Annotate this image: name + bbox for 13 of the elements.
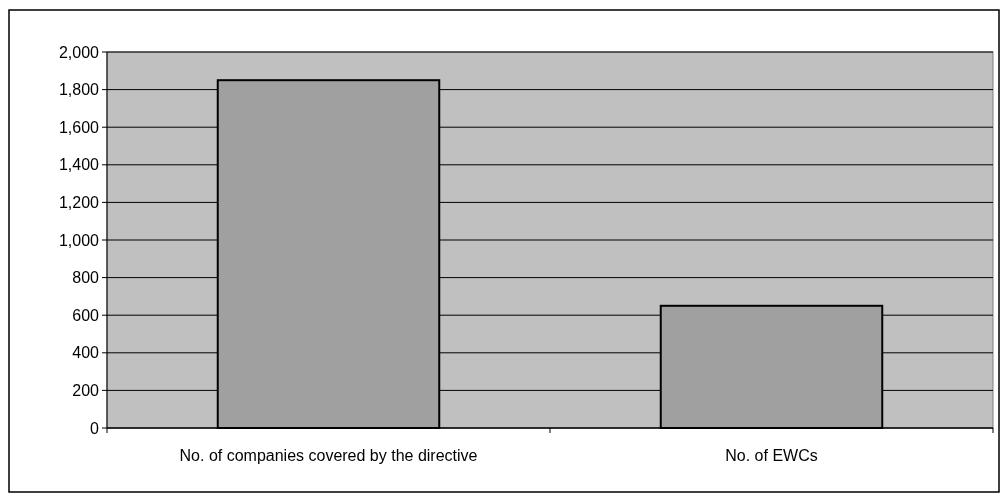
y-tick-label: 1,400 — [58, 156, 100, 174]
y-tick-label: 1,600 — [58, 118, 100, 136]
y-tick-label: 200 — [72, 382, 100, 399]
y-tick-label: 0 — [90, 419, 100, 437]
y-tick-label: 1,200 — [58, 194, 100, 211]
y-tick-label: 1,000 — [58, 231, 100, 249]
x-tick-label: No. of companies covered by the directive — [179, 447, 478, 464]
y-tick-label: 400 — [72, 344, 100, 362]
y-tick-label: 600 — [72, 306, 100, 324]
y-tick-label: 1,800 — [58, 81, 100, 99]
y-tick-label: 800 — [72, 269, 100, 287]
x-tick-label: No. of EWCs — [725, 447, 818, 464]
y-tick-label: 2,000 — [58, 43, 100, 61]
